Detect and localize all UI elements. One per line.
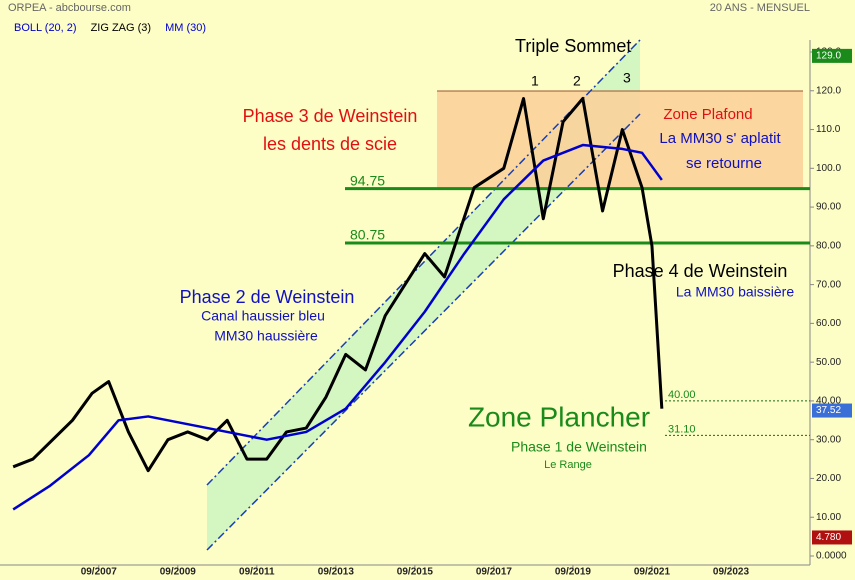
y-tick-label: 70.00 <box>816 279 841 290</box>
annotation: Canal haussier bleu <box>201 308 325 324</box>
price-badge-label: 4.780 <box>816 532 841 543</box>
annotation: Phase 2 de Weinstein <box>180 287 355 307</box>
y-tick-label: 100.0 <box>816 163 841 174</box>
y-tick-label: 90.00 <box>816 202 841 213</box>
x-tick-label: 09/2021 <box>634 567 671 578</box>
chart-title: ORPEA - abcbourse.com <box>8 2 131 14</box>
annotation: Zone Plafond <box>663 106 752 123</box>
y-tick-label: 50.00 <box>816 357 841 368</box>
annotation: 2 <box>573 73 581 89</box>
level-label: 31.10 <box>668 423 696 435</box>
y-tick-label: 80.00 <box>816 240 841 251</box>
annotation: Phase 3 de Weinstein <box>243 106 418 126</box>
legend-entry: ZIG ZAG (3) <box>91 22 152 34</box>
legend-entry: MM (30) <box>165 22 206 34</box>
series-line <box>12 97 664 473</box>
x-tick-label: 09/2015 <box>397 567 434 578</box>
x-tick-label: 09/2013 <box>318 567 355 578</box>
annotation: La MM30 baissière <box>676 284 794 300</box>
x-tick-label: 09/2011 <box>239 567 275 578</box>
price-badge <box>812 48 852 63</box>
x-tick-label: 09/2019 <box>555 567 592 578</box>
price-badge-label: 37.52 <box>816 405 841 416</box>
annotation: Zone Plancher <box>468 401 650 432</box>
annotation: les dents de scie <box>263 134 397 154</box>
annotation: Phase 1 de Weinstein <box>511 439 647 455</box>
annotation: Le Range <box>544 459 592 471</box>
y-tick-label: 10.00 <box>816 512 841 523</box>
annotation: MM30 haussière <box>214 328 318 344</box>
annotation: Triple Sommet <box>515 36 631 56</box>
price-badge-label: 129.0 <box>816 51 841 62</box>
level-label: 94.75 <box>350 172 385 188</box>
price-badge <box>812 403 852 418</box>
y-tick-label: 40.00 <box>816 396 841 407</box>
level-label: 40.00 <box>668 389 696 401</box>
channel-lower <box>206 113 641 551</box>
y-tick-label: 30.00 <box>816 434 841 445</box>
annotation: La MM30 s' aplatit <box>659 130 781 147</box>
annotation: 3 <box>623 70 631 86</box>
series-line <box>12 143 663 511</box>
x-tick-label: 09/2023 <box>713 567 750 578</box>
y-tick-label: 20.00 <box>816 473 841 484</box>
x-tick-label: 09/2009 <box>160 567 197 578</box>
y-tick-label: 120.0 <box>816 85 841 96</box>
y-tick-label: 110.0 <box>816 124 841 135</box>
x-tick-label: 09/2017 <box>476 567 513 578</box>
chart-subtitle: 20 ANS - MENSUEL <box>710 2 810 14</box>
x-tick-label: 09/2007 <box>81 567 118 578</box>
y-tick-label: 60.00 <box>816 318 841 329</box>
price-badge <box>812 530 852 545</box>
legend-entry: BOLL (20, 2) <box>14 22 77 34</box>
annotation: Phase 4 de Weinstein <box>613 261 788 281</box>
y-tick-label: 0.0000 <box>816 551 847 562</box>
annotation: 1 <box>531 73 539 89</box>
level-label: 80.75 <box>350 227 385 243</box>
annotation: se retourne <box>686 155 762 172</box>
